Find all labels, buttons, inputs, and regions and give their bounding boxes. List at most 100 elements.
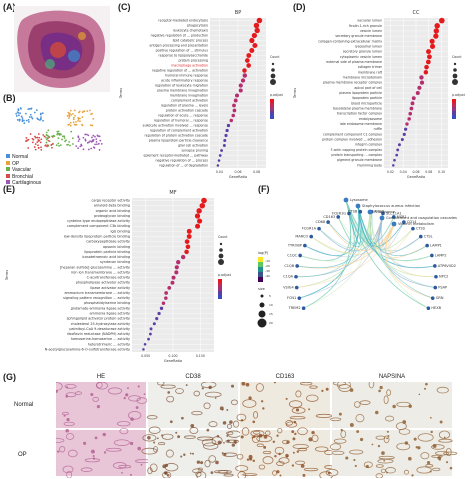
umap-point bbox=[45, 141, 48, 144]
data-point bbox=[164, 291, 168, 295]
data-point bbox=[392, 164, 395, 167]
umap-point bbox=[68, 117, 70, 119]
data-point bbox=[194, 213, 201, 219]
umap-point bbox=[81, 116, 84, 118]
term-label: syndecan binding bbox=[100, 260, 130, 264]
panel-label-e: (E) bbox=[3, 184, 15, 194]
umap-point bbox=[25, 140, 27, 143]
tissue-stain bbox=[80, 467, 93, 472]
umap-point bbox=[94, 143, 96, 146]
stained-cell bbox=[415, 446, 418, 449]
panel-label-c: (C) bbox=[118, 2, 131, 12]
legend-color-swatch bbox=[452, 115, 456, 119]
tissue-stain bbox=[417, 433, 434, 442]
tissue-stain bbox=[281, 439, 291, 445]
tissue-stain bbox=[292, 444, 309, 450]
gene-label: SLC11A1 bbox=[386, 211, 402, 215]
gene-node bbox=[425, 243, 429, 248]
stained-cell bbox=[377, 444, 381, 448]
tissue-stain bbox=[105, 447, 122, 452]
go-mf-dotplot: MF 0.050 0.100 0.150 GeneRatio Terms cargo rec… bbox=[5, 190, 232, 363]
term-label: plasma membrane receptor complex bbox=[323, 81, 382, 85]
umap-point bbox=[69, 121, 72, 124]
stained-cell bbox=[262, 407, 265, 410]
gene-node bbox=[294, 285, 299, 290]
term-label: humoral immune response bbox=[165, 74, 208, 78]
data-point bbox=[423, 70, 429, 75]
gene-label: FCGR1A bbox=[302, 227, 317, 231]
tissue-stain bbox=[378, 455, 395, 460]
umap-point bbox=[25, 119, 28, 122]
stained-cell bbox=[311, 430, 315, 435]
tissue-stain bbox=[56, 437, 65, 443]
gene-node bbox=[295, 264, 299, 268]
stained-cell bbox=[169, 420, 173, 424]
term-label: lipid catabolic process bbox=[173, 39, 209, 43]
tissue-stain bbox=[340, 430, 347, 439]
umap-point bbox=[41, 112, 44, 115]
data-point bbox=[433, 33, 439, 39]
gene-node bbox=[298, 253, 302, 258]
term-label: plasma membrane invagination bbox=[157, 89, 208, 93]
stained-cell bbox=[439, 420, 443, 424]
data-point bbox=[184, 239, 190, 245]
tissue-stain bbox=[359, 400, 371, 405]
tissue-stain bbox=[258, 464, 266, 470]
stained-cell bbox=[65, 428, 69, 433]
umap-point bbox=[47, 135, 50, 138]
tissue-stain bbox=[264, 430, 271, 436]
umap-point bbox=[82, 136, 85, 139]
stained-cell bbox=[249, 457, 253, 461]
stained-cell bbox=[147, 435, 151, 440]
gene-node bbox=[294, 274, 298, 279]
umap-point bbox=[44, 144, 47, 147]
umap-point bbox=[91, 112, 93, 115]
umap-point bbox=[30, 116, 33, 118]
stained-cell bbox=[418, 393, 421, 396]
stained-cell bbox=[227, 439, 230, 443]
gene-label: PSAP bbox=[438, 286, 447, 290]
term-label: IgG binding bbox=[111, 229, 131, 233]
term-label: complement activation bbox=[171, 99, 208, 103]
legend-swatch bbox=[6, 160, 10, 165]
term-label: eplement receptor-mediated ... pathway bbox=[144, 154, 209, 158]
stained-cell bbox=[411, 474, 414, 477]
gene-label: VSIG4 bbox=[283, 286, 294, 290]
stained-cell bbox=[272, 440, 276, 444]
term-label: regulation of ... of degradation bbox=[159, 164, 208, 168]
tissue-stain bbox=[295, 390, 302, 398]
panel-label-d: (D) bbox=[293, 2, 306, 12]
data-point bbox=[409, 106, 414, 111]
umap-point bbox=[51, 135, 53, 138]
umap-point bbox=[37, 139, 40, 141]
legend-size-dot bbox=[271, 62, 275, 66]
stained-cell bbox=[83, 441, 87, 445]
stained-cell bbox=[292, 437, 296, 441]
stained-cell bbox=[425, 382, 428, 386]
term-label: organic acid binding bbox=[96, 209, 130, 213]
legend-size-dot bbox=[218, 259, 224, 265]
legend-size-dot bbox=[218, 253, 224, 259]
stained-cell bbox=[286, 455, 289, 458]
tissue-stain bbox=[242, 399, 257, 408]
edge bbox=[304, 205, 360, 256]
edge bbox=[389, 223, 436, 278]
tissue-stain bbox=[383, 435, 390, 444]
data-point bbox=[170, 280, 175, 285]
stained-cell bbox=[386, 430, 389, 433]
stained-cell bbox=[293, 420, 297, 424]
umap-point bbox=[52, 142, 54, 145]
tissue-stain bbox=[438, 438, 453, 443]
tissue-stain bbox=[62, 465, 74, 474]
term-label: amyloid-beta binding bbox=[94, 204, 130, 208]
stained-cell bbox=[378, 389, 381, 393]
legend-label: Vascular bbox=[12, 167, 32, 174]
umap-point bbox=[60, 133, 62, 136]
go-cc-dotplot: CC 0.02 0.04 0.06 0.08 0.10 GeneRatio Terms vacu… bbox=[293, 10, 466, 179]
tissue-stain bbox=[226, 423, 232, 430]
tissue-stain bbox=[148, 426, 161, 434]
legend-tick: -20 bbox=[265, 264, 270, 268]
umap-point bbox=[16, 111, 19, 114]
edge bbox=[380, 217, 405, 250]
data-point bbox=[252, 42, 258, 49]
